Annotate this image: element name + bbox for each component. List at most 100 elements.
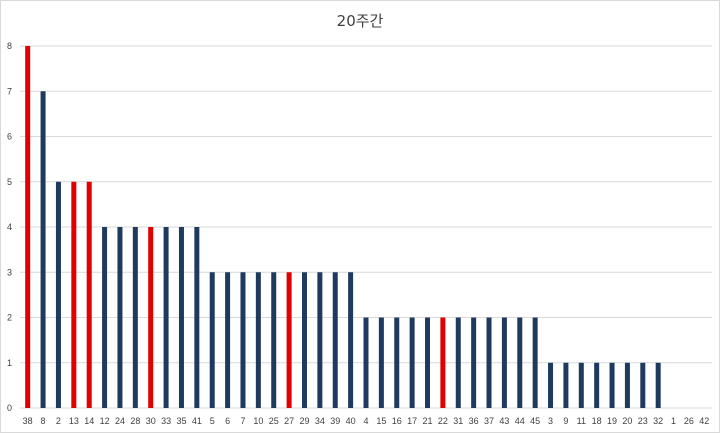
x-tick-label: 37 xyxy=(484,416,494,426)
y-tick-label: 6 xyxy=(7,132,12,142)
x-tick-label: 38 xyxy=(23,416,33,426)
bar-2 xyxy=(55,181,61,408)
y-tick-label: 5 xyxy=(7,177,12,187)
x-tick-label: 34 xyxy=(315,416,325,426)
x-tick-label: 6 xyxy=(225,416,230,426)
x-tick-label: 39 xyxy=(330,416,340,426)
bar-36 xyxy=(471,317,477,408)
x-tick-label: 41 xyxy=(192,416,202,426)
bar-20 xyxy=(624,362,630,408)
y-tick-label: 2 xyxy=(7,313,12,323)
bar-24 xyxy=(117,227,123,408)
chart-title: 20주간 xyxy=(336,12,384,30)
x-tick-label: 33 xyxy=(161,416,171,426)
x-tick-label: 26 xyxy=(684,416,694,426)
bar-34 xyxy=(317,272,323,408)
x-tick-label: 42 xyxy=(699,416,709,426)
x-tick-label: 2 xyxy=(56,416,61,426)
x-tick-label: 13 xyxy=(69,416,79,426)
y-tick-label: 3 xyxy=(7,267,12,277)
bar-28 xyxy=(132,227,138,408)
bar-13 xyxy=(71,181,77,408)
bar-45 xyxy=(532,317,538,408)
y-tick-label: 0 xyxy=(7,403,12,413)
x-tick-label: 22 xyxy=(438,416,448,426)
bar-33 xyxy=(163,227,169,408)
x-tick-label: 28 xyxy=(130,416,140,426)
bar-43 xyxy=(501,317,507,408)
x-tick-label: 27 xyxy=(284,416,294,426)
x-tick-label: 18 xyxy=(592,416,602,426)
bar-22 xyxy=(440,317,446,408)
x-tick-label: 21 xyxy=(423,416,433,426)
x-tick-label: 45 xyxy=(530,416,540,426)
y-tick-label: 7 xyxy=(7,86,12,96)
bar-44 xyxy=(517,317,523,408)
x-axis-ticks: 38 8 2 13 14 12 24 28 30 33 35 41 5 6 7 10 25 27 29 34 39 40 4… xyxy=(23,416,710,426)
bar-31 xyxy=(455,317,461,408)
bar-37 xyxy=(486,317,492,408)
bar-14 xyxy=(86,181,92,408)
x-tick-label: 44 xyxy=(515,416,525,426)
x-tick-label: 29 xyxy=(299,416,309,426)
bar-12 xyxy=(102,227,108,408)
x-tick-label: 12 xyxy=(100,416,110,426)
bar-27 xyxy=(286,272,292,408)
bar-21 xyxy=(425,317,431,408)
bar-39 xyxy=(332,272,338,408)
bar-11 xyxy=(578,362,584,408)
x-tick-label: 31 xyxy=(453,416,463,426)
bar-8 xyxy=(40,91,46,408)
x-tick-label: 3 xyxy=(548,416,553,426)
bar-30 xyxy=(148,227,154,408)
x-tick-label: 20 xyxy=(622,416,632,426)
x-tick-label: 16 xyxy=(392,416,402,426)
bar-29 xyxy=(301,272,307,408)
x-tick-label: 4 xyxy=(363,416,368,426)
bar-41 xyxy=(194,227,200,408)
x-tick-label: 30 xyxy=(146,416,156,426)
bar-6 xyxy=(225,272,231,408)
bar-38 xyxy=(25,46,31,408)
bar-16 xyxy=(394,317,400,408)
bar-19 xyxy=(609,362,615,408)
x-tick-label: 40 xyxy=(346,416,356,426)
x-tick-label: 8 xyxy=(41,416,46,426)
x-tick-label: 25 xyxy=(269,416,279,426)
x-tick-label: 9 xyxy=(563,416,568,426)
bar-15 xyxy=(378,317,384,408)
x-tick-label: 5 xyxy=(210,416,215,426)
bar-32 xyxy=(655,362,661,408)
bar-17 xyxy=(409,317,415,408)
bar-35 xyxy=(178,227,184,408)
bar-23 xyxy=(640,362,646,408)
bar-5 xyxy=(209,272,215,408)
y-tick-label: 8 xyxy=(7,41,12,51)
x-tick-label: 35 xyxy=(176,416,186,426)
x-tick-label: 14 xyxy=(84,416,94,426)
x-tick-label: 10 xyxy=(253,416,263,426)
bar-4 xyxy=(363,317,369,408)
x-tick-label: 7 xyxy=(240,416,245,426)
bar-9 xyxy=(563,362,569,408)
x-tick-label: 23 xyxy=(638,416,648,426)
y-axis-ticks: 0 1 2 3 4 5 6 7 8 xyxy=(7,41,12,413)
bar-25 xyxy=(271,272,277,408)
x-tick-label: 32 xyxy=(653,416,663,426)
bars xyxy=(25,46,661,408)
x-tick-label: 24 xyxy=(115,416,125,426)
x-tick-label: 1 xyxy=(671,416,676,426)
x-tick-label: 11 xyxy=(577,416,586,426)
x-tick-label: 43 xyxy=(499,416,509,426)
x-tick-label: 36 xyxy=(469,416,479,426)
y-tick-label: 4 xyxy=(7,222,12,232)
x-tick-label: 15 xyxy=(376,416,386,426)
bar-18 xyxy=(594,362,600,408)
x-tick-label: 19 xyxy=(607,416,617,426)
bar-3 xyxy=(548,362,554,408)
bar-7 xyxy=(240,272,246,408)
y-tick-label: 1 xyxy=(7,358,12,368)
x-tick-label: 17 xyxy=(407,416,417,426)
bar-10 xyxy=(255,272,261,408)
